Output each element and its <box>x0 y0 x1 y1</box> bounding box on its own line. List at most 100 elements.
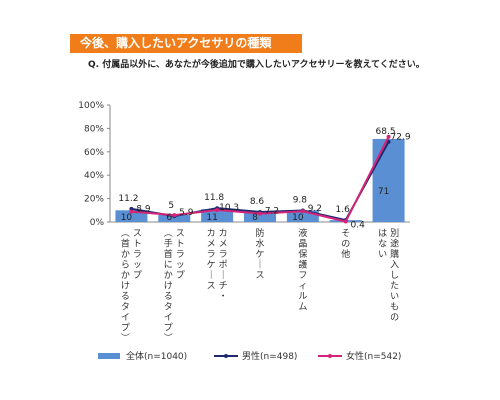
x-category-char: も <box>390 302 399 313</box>
x-category-char: ︵ <box>164 229 173 239</box>
x-category-char: か <box>121 270 130 281</box>
female-data-label: 5.9 <box>179 208 194 218</box>
female-data-label: 0.4 <box>351 221 366 231</box>
female-data-label: 8.9 <box>136 205 151 215</box>
x-category-char: る <box>164 291 173 302</box>
x-category-char: イ <box>121 313 130 323</box>
x-category-char: ス <box>207 282 216 292</box>
x-category-char: に <box>164 260 173 271</box>
x-category-char: い <box>390 292 399 302</box>
x-category-char: ィ <box>298 282 307 292</box>
x-category-char: ラ <box>133 249 142 260</box>
bar-data-label: 71 <box>378 187 389 197</box>
x-category-char: 液 <box>298 227 307 239</box>
x-category-char: け <box>164 281 173 292</box>
x-category-char: ︶ <box>121 333 130 344</box>
female-series-point <box>386 134 391 139</box>
legend-overall-label: 全体(n=1040) <box>126 350 187 362</box>
x-category-char: ら <box>121 260 130 271</box>
x-category-char: 首 <box>164 248 173 260</box>
female-series-point <box>172 213 177 218</box>
bar-overall <box>201 209 234 222</box>
x-category-char: メ <box>219 240 228 250</box>
female-series-point <box>300 209 305 214</box>
x-category-char: ム <box>298 302 307 313</box>
female-data-label: 10.3 <box>219 203 239 213</box>
x-category-char: プ <box>133 270 142 281</box>
x-category-char: プ <box>164 323 173 334</box>
x-category-char: ト <box>133 240 142 250</box>
x-category-char: フ <box>298 271 307 281</box>
female-data-label: 9.2 <box>308 204 322 214</box>
x-category-char: チ <box>219 281 228 292</box>
x-category-char: ケ <box>207 260 216 271</box>
female-data-label: 7.2 <box>265 207 279 217</box>
bar-data-label: 10 <box>292 213 304 223</box>
x-category-char: 購 <box>390 248 399 260</box>
male-data-label: 5 <box>168 201 174 211</box>
x-category-char: ｜ <box>207 270 216 281</box>
legend-overall-swatch <box>98 353 120 359</box>
male-data-label: 9.8 <box>293 196 308 206</box>
x-category-char: 入 <box>390 260 399 271</box>
x-category-char: ス <box>176 229 185 239</box>
x-category-char: か <box>121 249 130 260</box>
y-tick-label: 40% <box>84 171 104 181</box>
x-category-char: の <box>390 313 399 323</box>
x-category-char: ラ <box>176 249 185 260</box>
x-category-char: い <box>378 250 387 260</box>
x-category-char: タ <box>164 302 173 313</box>
x-category-char: カ <box>207 228 216 239</box>
x-category-char: ｜ <box>219 270 228 281</box>
x-category-char: る <box>121 291 130 302</box>
x-category-char: ・ <box>219 292 228 302</box>
x-category-char: は <box>378 228 387 239</box>
x-category-label: その他 <box>341 228 350 260</box>
x-category-char: そ <box>341 228 350 239</box>
bar-data-label: 11 <box>206 213 217 223</box>
x-category-char: 途 <box>390 238 399 250</box>
x-category-char: 晶 <box>298 239 307 250</box>
legend-male-label: 男性(n=498) <box>242 350 297 362</box>
x-category-char: ス <box>133 229 142 239</box>
x-category-char: ラ <box>219 249 228 260</box>
bar-overall <box>244 212 276 222</box>
x-category-char: プ <box>176 270 185 281</box>
x-category-char: メ <box>207 240 216 250</box>
x-category-char: イ <box>164 313 173 323</box>
male-data-label: 8.6 <box>250 197 265 207</box>
x-category-char: し <box>390 270 399 281</box>
x-category-char: ル <box>298 292 307 302</box>
x-category-char: タ <box>121 302 130 313</box>
female-series-point <box>343 219 348 224</box>
bar-overall <box>372 138 405 222</box>
x-category-label: 防水ケ｜ス <box>255 227 264 281</box>
bar-overall <box>158 214 191 222</box>
chart-title-banner: 今後、購入したいアクセサリの種類 <box>70 34 302 53</box>
bar-data-label: 10 <box>121 213 133 223</box>
x-category-char: 手 <box>164 238 173 250</box>
y-tick-label: 0% <box>90 218 105 228</box>
y-tick-label: 80% <box>84 124 104 134</box>
y-tick-label: 20% <box>84 195 104 205</box>
legend-male-marker <box>224 354 228 358</box>
x-category-char: 防 <box>255 227 264 239</box>
x-category-char: ︶ <box>164 333 173 344</box>
x-category-char: ス <box>255 271 264 281</box>
bar-data-label: 6 <box>166 213 172 223</box>
legend-female-marker <box>328 354 332 358</box>
x-category-char: ケ <box>255 249 264 260</box>
male-data-label: 11.8 <box>204 193 224 203</box>
x-category-char: ︵ <box>121 229 130 239</box>
female-series-point <box>215 207 220 212</box>
x-category-char: ｜ <box>255 260 264 271</box>
x-category-char: ポ <box>219 260 228 271</box>
x-category-char: の <box>341 240 350 250</box>
y-tick-label: 100% <box>78 101 104 111</box>
female-series-point <box>129 209 134 214</box>
male-data-label: 1.6 <box>336 205 351 215</box>
male-data-label: 11.2 <box>118 194 138 204</box>
